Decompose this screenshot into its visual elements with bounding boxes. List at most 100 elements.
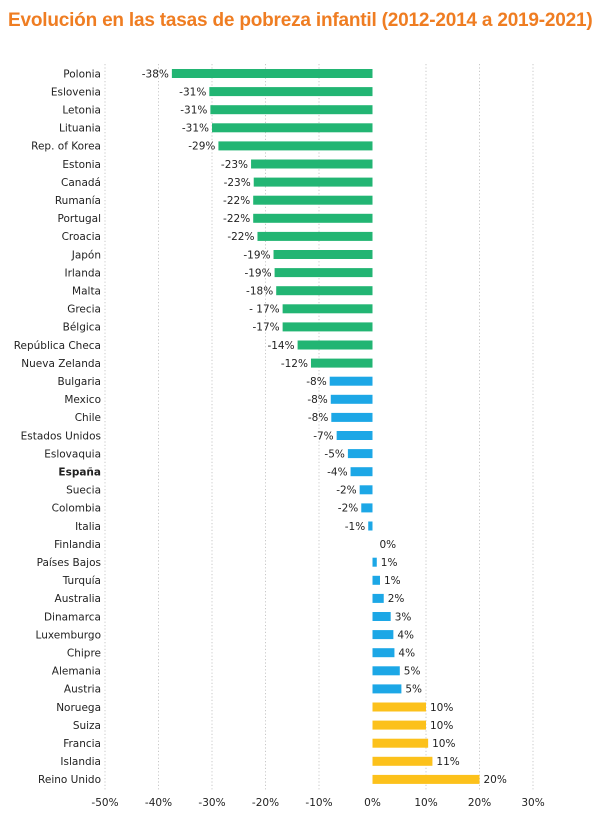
data-label: 3% — [395, 611, 412, 623]
data-label: 1% — [381, 557, 398, 569]
category-label: Finlandia — [54, 539, 101, 551]
x-tick-label: -10% — [305, 797, 332, 809]
x-tick-label: 10% — [414, 797, 437, 809]
data-label: -7% — [313, 430, 333, 442]
category-label: Portugal — [58, 213, 102, 225]
bar — [253, 195, 373, 205]
x-tick-label: 30% — [521, 797, 544, 809]
bar — [372, 630, 394, 640]
category-label: Irlanda — [64, 267, 101, 279]
data-label: 5% — [405, 684, 422, 696]
data-label: 11% — [436, 756, 459, 768]
bar — [347, 449, 373, 459]
x-tick-label: -50% — [91, 797, 118, 809]
bar — [209, 87, 373, 97]
data-label: -23% — [221, 159, 248, 171]
data-label: -31% — [179, 86, 206, 98]
category-label: Turquía — [62, 575, 101, 587]
category-label: Suiza — [73, 720, 101, 732]
bar — [273, 250, 373, 259]
category-label: Chipre — [67, 648, 101, 660]
data-label: 20% — [484, 774, 507, 786]
data-label: -1% — [345, 521, 365, 533]
bar — [257, 231, 373, 241]
category-label: Canadá — [61, 177, 101, 189]
category-label: Nueva Zelanda — [21, 358, 101, 370]
data-label: 4% — [398, 648, 415, 660]
bar — [372, 593, 384, 603]
x-tick-label: -40% — [145, 797, 172, 809]
data-label: -22% — [227, 231, 254, 243]
x-tick-label: 20% — [468, 797, 491, 809]
x-tick-label: 0% — [364, 797, 381, 809]
data-label: -19% — [243, 249, 270, 261]
data-label: -14% — [267, 340, 294, 352]
category-label: Bulgaria — [57, 376, 101, 388]
bar — [171, 69, 373, 78]
x-tick-label: -20% — [252, 797, 279, 809]
data-label: -12% — [281, 358, 308, 370]
data-label: -38% — [142, 68, 169, 80]
data-label: -31% — [182, 123, 209, 135]
data-label: 10% — [430, 702, 453, 714]
bar — [329, 376, 373, 386]
category-label: Suecia — [66, 485, 101, 497]
category-label: Mexico — [64, 394, 101, 406]
category-label: Croacia — [62, 231, 101, 243]
bar — [218, 141, 373, 151]
bar — [361, 503, 373, 513]
data-label: 10% — [432, 738, 455, 750]
data-label: 10% — [430, 720, 453, 732]
data-label: -23% — [224, 177, 251, 189]
data-label: -5% — [324, 448, 344, 460]
data-label: 1% — [384, 575, 401, 587]
data-label: -19% — [244, 267, 271, 279]
bar — [330, 394, 373, 404]
bar — [282, 322, 373, 332]
data-label: 2% — [388, 593, 405, 605]
category-label: Bélgica — [63, 322, 101, 334]
data-label: -8% — [306, 376, 326, 388]
category-label: Eslovaquia — [44, 448, 101, 460]
data-label: -22% — [223, 213, 250, 225]
bar — [350, 467, 373, 477]
bar — [372, 648, 395, 658]
bar — [253, 177, 373, 187]
data-label: -8% — [308, 412, 328, 424]
data-label: -2% — [336, 485, 356, 497]
x-tick-label: -30% — [198, 797, 225, 809]
bar — [251, 159, 373, 169]
category-label: Eslovenia — [51, 86, 101, 98]
category-label: Estonia — [62, 159, 101, 171]
category-label: Luxemburgo — [36, 629, 101, 641]
data-label: -2% — [338, 503, 358, 515]
bar — [274, 268, 373, 278]
category-label: Alemania — [52, 666, 101, 678]
data-label: -18% — [246, 286, 273, 298]
category-label: Chile — [75, 412, 101, 424]
bar — [253, 213, 373, 223]
data-label: 0% — [380, 539, 397, 551]
category-label: Grecia — [67, 304, 101, 316]
bar — [372, 774, 480, 784]
category-label: Rep. of Korea — [31, 141, 101, 153]
category-label: España — [58, 467, 101, 479]
category-label: Austria — [64, 684, 101, 696]
category-label: Japón — [71, 249, 101, 261]
category-label: Letonia — [62, 105, 101, 117]
category-label: Polonia — [63, 68, 101, 80]
bar — [372, 557, 377, 567]
category-label: Malta — [72, 286, 101, 298]
bar — [368, 521, 373, 531]
category-label: Rumanía — [55, 195, 101, 207]
bar — [372, 612, 391, 621]
bar — [372, 756, 433, 766]
category-label: Noruega — [56, 702, 101, 714]
data-label: -8% — [307, 394, 327, 406]
chart-title: Evolución en las tasas de pobreza infant… — [8, 10, 593, 31]
category-label: Dinamarca — [44, 611, 101, 623]
bar — [372, 702, 426, 712]
bar — [276, 286, 373, 296]
category-label: Estados Unidos — [21, 430, 101, 442]
